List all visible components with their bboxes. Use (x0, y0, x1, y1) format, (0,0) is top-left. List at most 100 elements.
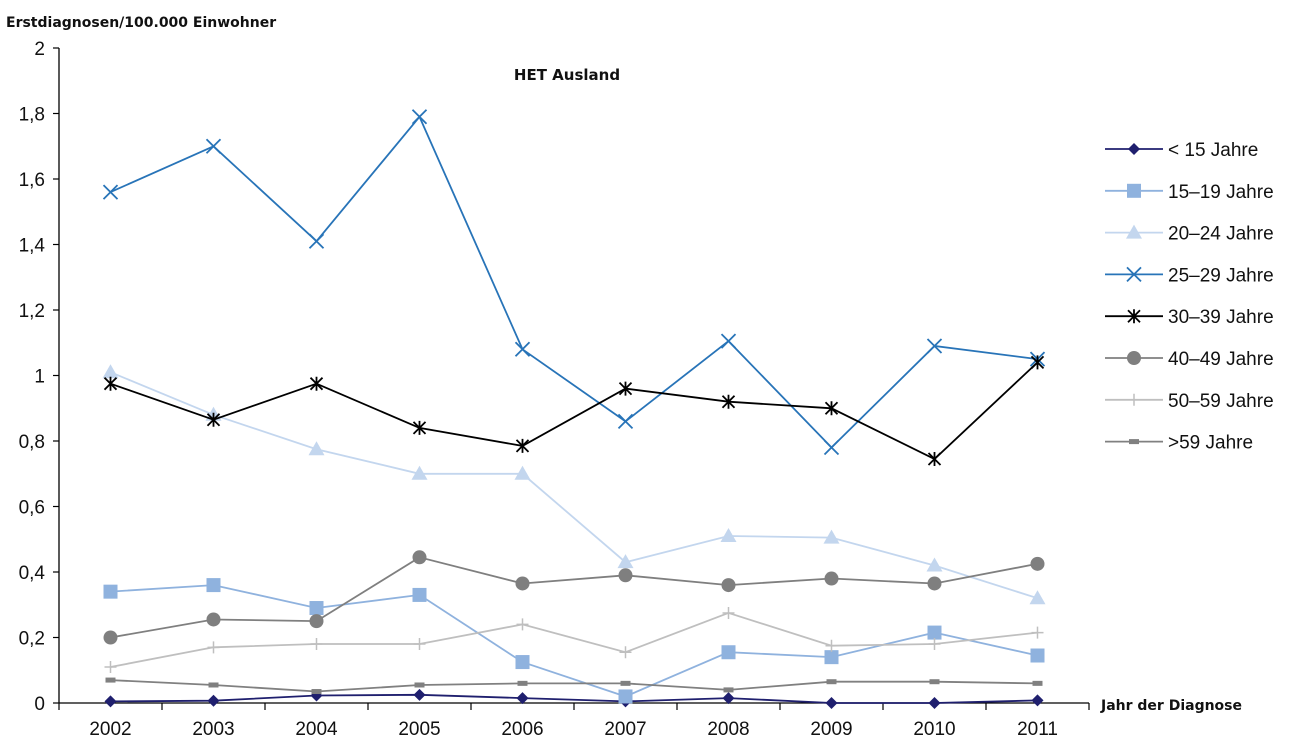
data-point (411, 465, 428, 480)
x-tick-label: 2009 (810, 719, 852, 740)
data-point (824, 650, 839, 665)
series-line (110, 584, 1038, 698)
data-point (927, 452, 942, 467)
x-tick-label: 2010 (913, 719, 955, 740)
y-tick-label: 2 (34, 39, 45, 60)
data-point (414, 682, 425, 688)
data-point (1031, 694, 1044, 707)
data-point (926, 338, 943, 354)
data-point (722, 692, 735, 705)
data-point (309, 601, 324, 616)
data-point (206, 578, 221, 593)
data-point (823, 439, 840, 456)
data-point (1029, 590, 1046, 605)
data-point (515, 438, 530, 453)
data-point (723, 687, 734, 693)
legend-marker (1127, 183, 1141, 198)
data-point (308, 233, 325, 249)
legend-item: >59 Jahre (1105, 433, 1253, 454)
legend-label: < 15 Jahre (1168, 140, 1258, 161)
y-tick-label: 1,4 (19, 236, 46, 257)
data-point (929, 679, 940, 685)
data-point (105, 677, 116, 683)
x-tick-label: 2004 (295, 719, 338, 740)
series-6 (103, 550, 1045, 645)
data-point (825, 639, 838, 652)
data-point (206, 612, 221, 627)
series-line (110, 371, 1038, 600)
legend-item: < 15 Jahre (1105, 140, 1258, 161)
x-axis-title: Jahr der Diagnose (1100, 698, 1242, 714)
data-point (514, 465, 531, 480)
series-4 (102, 109, 1046, 456)
data-point (618, 689, 633, 704)
legend-item: 25–29 Jahre (1105, 265, 1274, 286)
data-point (412, 420, 427, 435)
data-point (412, 550, 427, 565)
y-tick-label: 1 (34, 367, 45, 388)
data-point (207, 641, 220, 654)
legend-item: 20–24 Jahre (1105, 224, 1274, 245)
legend-label: 30–39 Jahre (1168, 307, 1274, 328)
data-point (308, 441, 325, 456)
y-tick-label: 1,8 (19, 105, 45, 126)
data-point (309, 376, 324, 391)
data-point (823, 529, 840, 544)
series-7 (104, 606, 1044, 673)
data-point (413, 638, 426, 651)
data-point (1030, 355, 1045, 370)
legend-marker (1127, 309, 1141, 324)
series-line (110, 679, 1038, 693)
data-point (104, 660, 117, 673)
x-tick-label: 2007 (604, 719, 646, 740)
data-point (824, 571, 839, 586)
data-point (1032, 680, 1043, 686)
x-tick-label: 2006 (501, 719, 543, 740)
data-point (206, 412, 221, 427)
data-point (618, 381, 633, 396)
data-point (102, 184, 119, 200)
data-point (721, 645, 736, 660)
legend-marker (1126, 224, 1142, 239)
legend-marker (1127, 351, 1141, 365)
data-point (103, 630, 118, 645)
legend-item: 50–59 Jahre (1105, 391, 1274, 412)
data-point (102, 364, 119, 379)
data-point (515, 655, 530, 670)
legend-label: 50–59 Jahre (1168, 391, 1274, 412)
legend-item: 30–39 Jahre (1105, 307, 1274, 328)
data-point (103, 584, 118, 599)
data-point (311, 689, 322, 695)
data-point (825, 697, 838, 709)
data-point (103, 376, 118, 391)
data-point (620, 680, 631, 686)
data-point (412, 587, 427, 602)
x-tick-label: 2005 (398, 719, 440, 740)
series-8 (105, 677, 1043, 695)
legend-label: >59 Jahre (1168, 433, 1253, 454)
x-tick-label: 2002 (89, 719, 131, 740)
data-point (927, 576, 942, 591)
data-point (1030, 556, 1045, 571)
data-point (824, 401, 839, 416)
legend-marker (1129, 439, 1139, 445)
legend-marker (1126, 266, 1142, 283)
axes: 0 0,2 0,4 0,6 0,8 1 1,2 1,4 1,6 1,8 2 2002 2003 2004 2… (19, 39, 1090, 740)
data-point (1030, 648, 1045, 663)
data-point (617, 413, 634, 429)
data-point (926, 557, 943, 572)
data-point (310, 638, 323, 651)
data-point (514, 341, 531, 357)
series-line (110, 556, 1038, 639)
legend-label: 20–24 Jahre (1168, 224, 1274, 245)
data-point (516, 618, 529, 631)
legend-marker (1128, 143, 1140, 155)
data-point (517, 680, 528, 686)
series-line (110, 361, 1039, 461)
legend-label: 40–49 Jahre (1168, 349, 1274, 370)
x-tick-label: 2008 (707, 719, 749, 740)
data-point (617, 554, 634, 569)
y-axis-title: Erstdiagnosen/100.000 Einwohner (6, 15, 276, 31)
legend-label: 25–29 Jahre (1168, 265, 1274, 286)
